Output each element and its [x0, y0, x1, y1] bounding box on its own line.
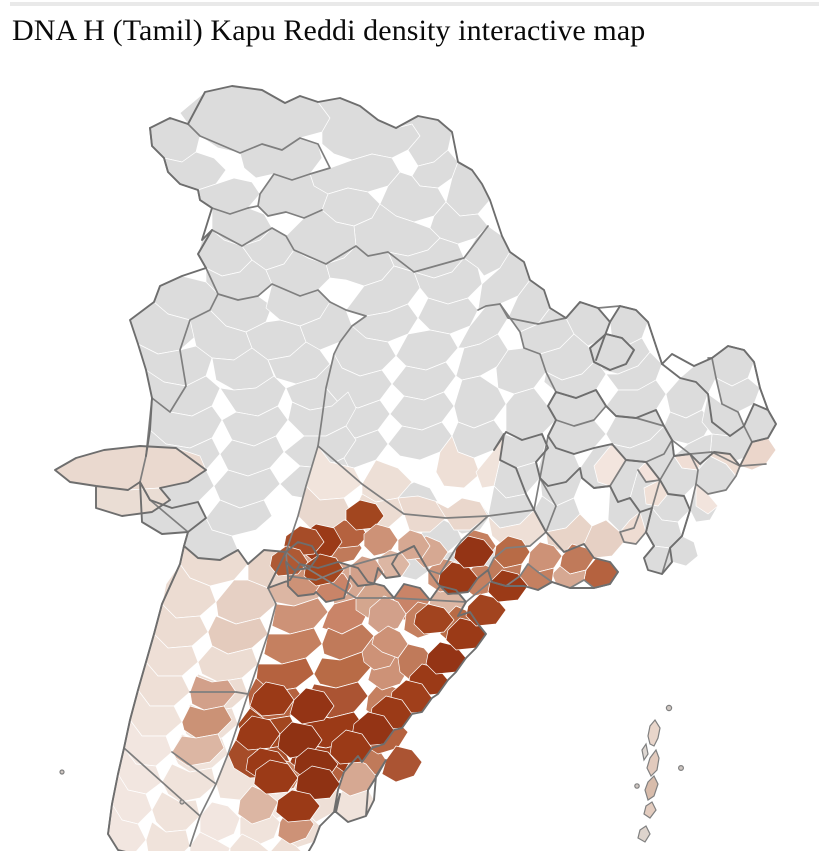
layer-andaman-nicobar-islands[interactable] — [60, 705, 690, 851]
layer-country-outline — [55, 86, 776, 851]
india-choropleth-map[interactable] — [0, 58, 819, 851]
map-svg[interactable] — [0, 58, 819, 851]
top-divider — [10, 2, 819, 6]
page-title: DNA H (Tamil) Kapu Reddi density interac… — [12, 14, 646, 47]
layer-high-value-districts[interactable] — [236, 524, 528, 822]
